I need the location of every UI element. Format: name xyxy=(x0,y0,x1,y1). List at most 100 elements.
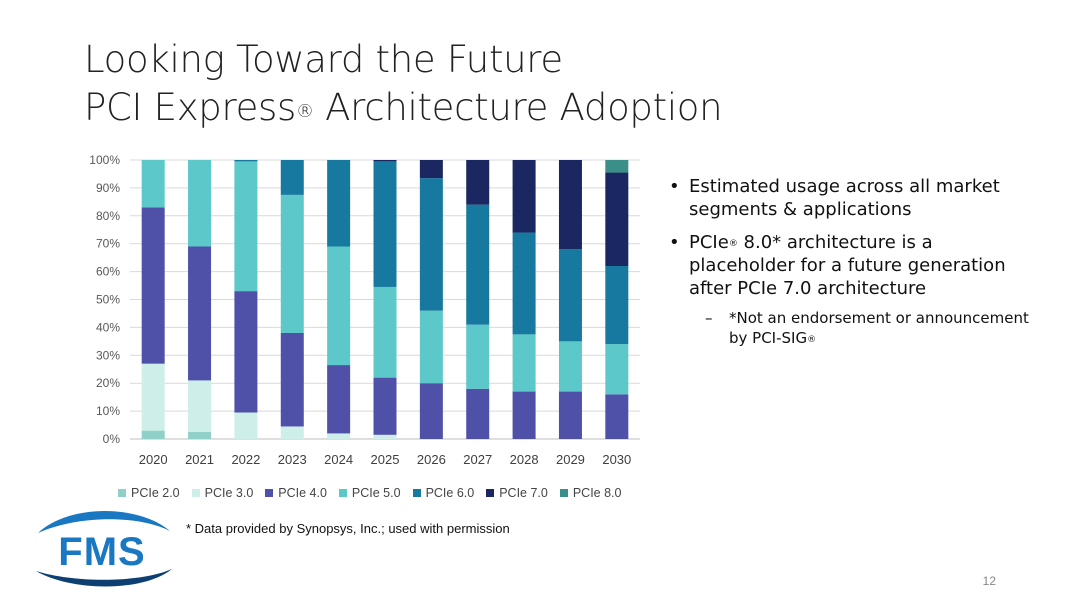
bar-segment xyxy=(188,432,212,439)
legend-swatch xyxy=(118,489,126,497)
legend-item: PCIe 2.0 xyxy=(118,486,180,500)
bar-segment xyxy=(605,344,629,395)
bar-segment xyxy=(558,160,582,250)
legend-item: PCIe 5.0 xyxy=(338,486,401,500)
registered-mark: ® xyxy=(296,101,314,122)
bar-segment xyxy=(466,160,490,205)
bar-segment xyxy=(327,433,351,439)
logo-swoosh-bottom xyxy=(36,569,172,587)
legend-swatch xyxy=(412,489,421,497)
bar-segment xyxy=(188,246,212,381)
x-tick-label: 2030 xyxy=(602,452,631,467)
y-tick-label: 40% xyxy=(96,320,120,334)
legend-item: PCIe 7.0 xyxy=(486,486,548,500)
y-tick-label: 20% xyxy=(96,376,120,390)
bar-segment xyxy=(558,391,582,439)
bar-segment xyxy=(466,324,490,389)
bar-segment xyxy=(373,286,397,378)
bar-segment xyxy=(605,394,629,439)
y-tick-label: 0% xyxy=(103,432,121,446)
title-line-2-a: PCI Express xyxy=(84,86,296,129)
title-line-2: PCI Express® Architecture Adoption xyxy=(84,84,723,132)
bar-segment xyxy=(558,341,582,392)
bar-segment xyxy=(558,249,582,342)
bar-segment xyxy=(280,332,304,427)
bar-segment xyxy=(327,160,351,247)
sub-bullet-registered-mark: ® xyxy=(807,335,817,345)
bar-segment xyxy=(466,388,490,439)
legend-label: PCIe 3.0 xyxy=(204,486,254,500)
legend-item: PCIe 8.0 xyxy=(559,486,622,500)
bar-segment xyxy=(234,412,258,439)
sub-bullet: *Not an endorsement or announcement by P… xyxy=(665,308,1035,348)
fms-logo: FMS xyxy=(36,511,172,587)
y-tick-label: 30% xyxy=(96,348,120,362)
bar-segment xyxy=(188,380,212,433)
bar-segment xyxy=(512,334,536,392)
bar-segment xyxy=(466,204,490,325)
bar-segment xyxy=(280,426,304,439)
y-tick-label: 90% xyxy=(96,181,120,195)
bar-segment xyxy=(188,160,212,247)
x-tick-label: 2027 xyxy=(463,452,492,467)
legend-swatch xyxy=(486,489,495,497)
bar-segment xyxy=(327,246,351,366)
legend-swatch xyxy=(559,489,568,497)
legend-item: PCIe 3.0 xyxy=(191,486,254,500)
legend-swatch xyxy=(191,489,200,497)
x-tick-label: 2029 xyxy=(556,452,585,467)
page-number: 12 xyxy=(982,574,996,588)
legend-label: PCIe 2.0 xyxy=(131,486,180,500)
x-tick-label: 2028 xyxy=(510,452,539,467)
bullet-list: Estimated usage across all market segmen… xyxy=(665,175,1035,348)
bullet-2-registered-mark: ® xyxy=(728,239,738,249)
bar-segment xyxy=(234,291,258,413)
bar-segment xyxy=(373,160,397,162)
bar-segment xyxy=(512,232,536,335)
x-tick-label: 2024 xyxy=(324,452,353,467)
x-tick-label: 2020 xyxy=(139,452,168,467)
y-tick-label: 80% xyxy=(96,209,120,223)
bar-segment xyxy=(419,178,443,311)
bar-segment xyxy=(419,310,443,384)
bar-segment xyxy=(141,430,165,439)
y-tick-label: 70% xyxy=(96,237,120,251)
legend-label: PCIe 4.0 xyxy=(278,486,327,500)
bar-segment xyxy=(141,363,165,431)
legend-label: PCIe 7.0 xyxy=(499,486,548,500)
x-tick-label: 2021 xyxy=(185,452,214,467)
bar-segment xyxy=(605,160,629,173)
bar-segment xyxy=(280,194,304,333)
bar-segment xyxy=(605,266,629,345)
bullet-1-text: Estimated usage across all market segmen… xyxy=(689,176,1000,220)
sub-bullet-text: *Not an endorsement or announcement by P… xyxy=(729,309,1029,347)
legend-label: PCIe 5.0 xyxy=(351,486,401,500)
title-line-1: Looking Toward the Future xyxy=(84,38,563,81)
logo-swoosh-top xyxy=(38,511,170,533)
bullet-2-text-b: 8.0* architecture is a placeholder for a… xyxy=(689,232,1006,299)
x-tick-label: 2026 xyxy=(417,452,446,467)
bar-segment xyxy=(512,160,536,233)
bullet-2: PCIe® 8.0* architecture is a placeholder… xyxy=(665,231,1035,300)
legend-label: PCIe 8.0 xyxy=(572,486,622,500)
bar-segment xyxy=(419,160,443,179)
logo-text: FMS xyxy=(58,530,145,574)
bar-segment xyxy=(141,207,165,364)
legend-swatch xyxy=(265,489,274,497)
bar-segment xyxy=(234,161,258,292)
legend-item: PCIe 6.0 xyxy=(412,486,474,500)
bar-segment xyxy=(141,160,165,208)
y-tick-label: 100% xyxy=(89,153,120,167)
bar-segment xyxy=(280,160,304,195)
chart-legend: PCIe 2.0 PCIe 3.0 PCIe 4.0 PCIe 5.0 PCIe 6.0… xyxy=(118,486,621,500)
x-tick-label: 2025 xyxy=(371,452,400,467)
slide-title: Looking Toward the Future PCI Express® A… xyxy=(84,36,723,132)
bar-segment xyxy=(605,172,629,267)
bullet-2-text-a: PCIe xyxy=(689,232,729,253)
bar-segment xyxy=(419,383,443,439)
x-tick-label: 2023 xyxy=(278,452,307,467)
y-tick-label: 10% xyxy=(96,404,120,418)
stacked-bar-chart: 0% 10% 20% 30% 40% 50% 60% 70% 80% 90% 100% 2020 202… xyxy=(89,153,640,467)
legend-swatch xyxy=(338,489,347,497)
bullet-1: Estimated usage across all market segmen… xyxy=(665,175,1035,221)
